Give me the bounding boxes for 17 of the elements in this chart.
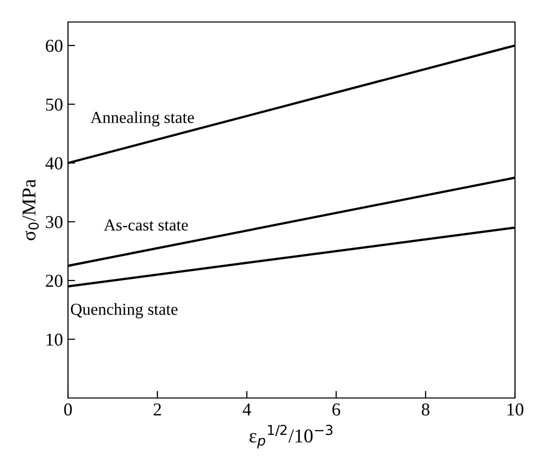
- y-tick-label: 10: [46, 334, 62, 346]
- x-tick-label: 4: [242, 404, 252, 416]
- series-label: Annealing state: [90, 111, 194, 127]
- y-tick-label: 20: [46, 274, 62, 287]
- y-axis-title: σ$_{0}$/MPa: [22, 179, 39, 240]
- x-tick-label: 8: [422, 403, 430, 416]
- y-tick-label: 40: [45, 157, 62, 170]
- y-tick-label: 50: [46, 98, 62, 111]
- x-axis-title: ε$_{p}$$^{1/2}$/10$^{−3}$: [250, 424, 332, 448]
- series-label: As-cast state: [104, 219, 188, 231]
- y-tick-label: 60: [46, 40, 62, 52]
- x-tick-label: 2: [154, 403, 161, 416]
- x-tick-label: 10: [508, 403, 524, 416]
- y-tick-label: 30: [46, 216, 62, 228]
- x-tick-label: 0: [64, 403, 72, 416]
- x-tick-label: 6: [332, 403, 340, 416]
- series-label: Quenching state: [70, 303, 178, 318]
